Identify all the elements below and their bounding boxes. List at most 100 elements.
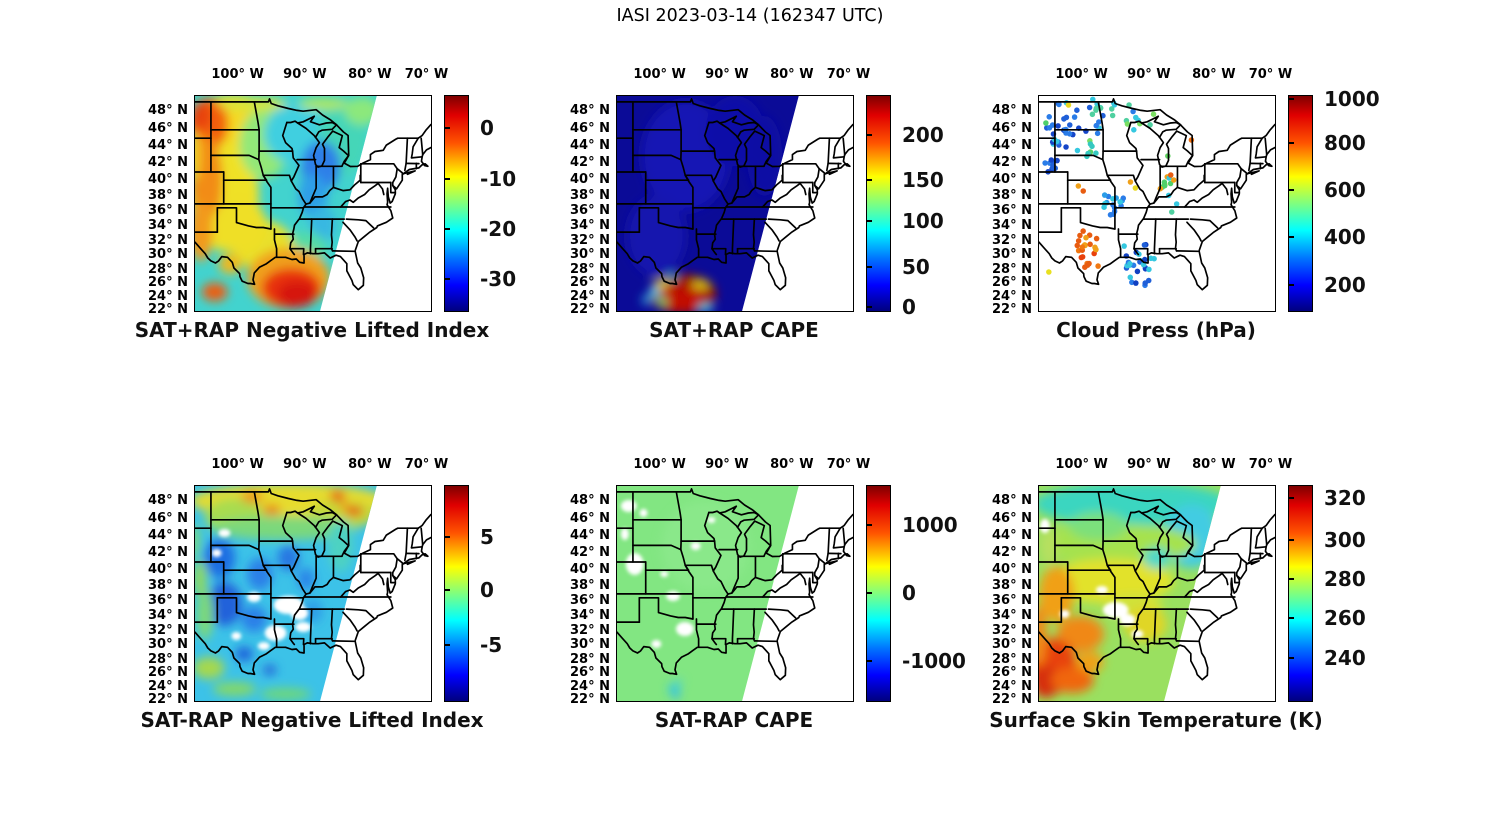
colorbar-tick-mark [1288,188,1294,191]
lat-tick-label: 36° N [570,203,610,219]
lat-tick-label: 22° N [992,301,1032,317]
lat-tick-label: 48° N [148,492,188,508]
data-swath-layer [195,96,377,311]
lat-tick-label: 40° N [148,171,188,187]
lon-tick-label: 70° W [404,67,449,82]
lon-tick-label: 100° W [1055,457,1108,472]
lon-tick-label: 90° W [283,457,327,472]
lat-tick-label: 26° N [570,665,610,681]
lon-tick-label: 100° W [211,457,264,472]
colorbar-tick-mark [866,133,872,136]
colorbar-tick-mark [444,644,450,647]
state-borders-layer [617,488,853,681]
colorbar-tick-label: 100 [902,208,944,233]
lat-tick-label: 32° N [992,233,1032,249]
lat-tick-label: 24° N [570,288,610,304]
lat-tick-label: 46° N [148,510,188,526]
lat-tick-label: 46° N [992,510,1032,526]
lat-tick-label: 32° N [570,233,610,249]
lat-tick-label: 46° N [570,120,610,136]
lat-tick-label: 40° N [992,171,1032,187]
colorbar-sat-plus-rap-cape [866,95,891,312]
lon-tick-label: 100° W [211,67,264,82]
lat-tick-label: 46° N [992,120,1032,136]
colorbar-sat-minus-rap-cape [866,485,891,702]
colorbar-tick-label: -30 [480,266,517,291]
lon-tick-label: 70° W [826,67,871,82]
colorbar-tick-mark [866,266,872,268]
lat-tick-label: 30° N [992,247,1032,263]
map-plot-area-surface-skin-temperature [1038,485,1276,702]
lat-tick-label: 44° N [570,528,610,544]
lat-tick-label: 38° N [148,577,188,593]
panel-title: SAT+RAP Negative Lifted Index [134,318,490,342]
lat-tick-label: 34° N [570,218,610,234]
lat-tick-label: 42° N [992,155,1032,171]
lat-tick-label: 26° N [148,665,188,681]
colorbar-tick-label: 1000 [902,512,958,537]
lat-tick-label: 28° N [992,261,1032,277]
lon-tick-label: 90° W [283,67,327,82]
colorbar-tick-mark [1288,496,1294,499]
lat-tick-label: 44° N [148,138,188,154]
panel-cloud-press: 100° W 90° W 80° W 70° W 48° N 46° N 44° N 42° … [992,67,1380,342]
lat-tick-label: 26° N [148,275,188,291]
colorbar-tick-label: -10 [480,166,517,191]
panel-sat-minus-rap-nli: 100° W 90° W 80° W 70° W 48° N 46° N 44° N 42° … [140,457,502,732]
colorbar-tick-label: -20 [480,217,517,242]
lon-tick-label: 80° W [348,67,392,82]
colorbar-tick-label: 320 [1324,485,1366,510]
state-borders-layer [195,488,431,681]
colorbar-tick-mark [1288,577,1294,580]
lon-tick-label: 80° W [770,457,814,472]
lat-tick-label: 26° N [570,275,610,291]
lat-tick-label: 32° N [992,623,1032,639]
lon-tick-label: 80° W [1192,457,1236,472]
lat-tick-label: 24° N [992,678,1032,694]
colorbar-tick-label: 200 [1324,273,1366,298]
colorbar-tick-label: 0 [902,294,916,319]
panel-title: Surface Skin Temperature (K) [989,708,1323,732]
lat-tick-label: 38° N [148,187,188,203]
colorbar-tick-mark [866,660,872,663]
lon-tick-label: 70° W [826,457,871,472]
lat-tick-label: 30° N [992,637,1032,653]
lat-tick-label: 24° N [148,288,188,304]
state-borders-layer [1039,98,1275,291]
lat-tick-label: 48° N [992,102,1032,118]
lat-tick-label: 36° N [992,203,1032,219]
colorbar-tick-label: 50 [902,255,930,279]
lat-tick-label: 48° N [570,492,610,508]
lat-tick-label: 36° N [992,593,1032,609]
lat-tick-label: 34° N [992,608,1032,624]
lat-tick-label: 22° N [570,301,610,317]
panel-sat-minus-rap-cape: 100° W 90° W 80° W 70° W 48° N 46° N 44° N 42° … [570,457,966,732]
lat-tick-label: 22° N [148,691,188,707]
lat-tick-label: 40° N [148,561,188,577]
colorbar-tick-mark [444,228,450,231]
lat-tick-label: 32° N [148,233,188,249]
state-borders-layer [1039,488,1275,681]
lat-tick-label: 28° N [992,651,1032,667]
lat-tick-label: 30° N [570,637,610,653]
panel-title: Cloud Press (hPa) [1056,318,1256,342]
lat-tick-label: 34° N [148,608,188,624]
colorbar-tick-label: 600 [1324,177,1366,202]
lat-tick-label: 22° N [148,301,188,317]
colorbar-tick-mark [1288,142,1294,145]
lat-tick-label: 44° N [148,528,188,544]
colorbar-tick-mark [1288,98,1294,101]
lat-tick-label: 48° N [992,492,1032,508]
lat-tick-label: 28° N [570,651,610,667]
lat-tick-label: 34° N [570,608,610,624]
lat-tick-label: 24° N [992,288,1032,304]
colorbar-tick-mark [444,127,450,130]
colorbar-tick-mark [1288,284,1294,287]
map-svg-sat-plus-rap-cape [617,96,853,311]
map-plot-area-sat-minus-rap-cape [616,485,854,702]
panel-title: SAT+RAP CAPE [649,318,819,342]
lat-tick-label: 44° N [992,528,1032,544]
colorbar-sat-minus-rap-nli [444,485,469,702]
lat-tick-label: 44° N [570,138,610,154]
